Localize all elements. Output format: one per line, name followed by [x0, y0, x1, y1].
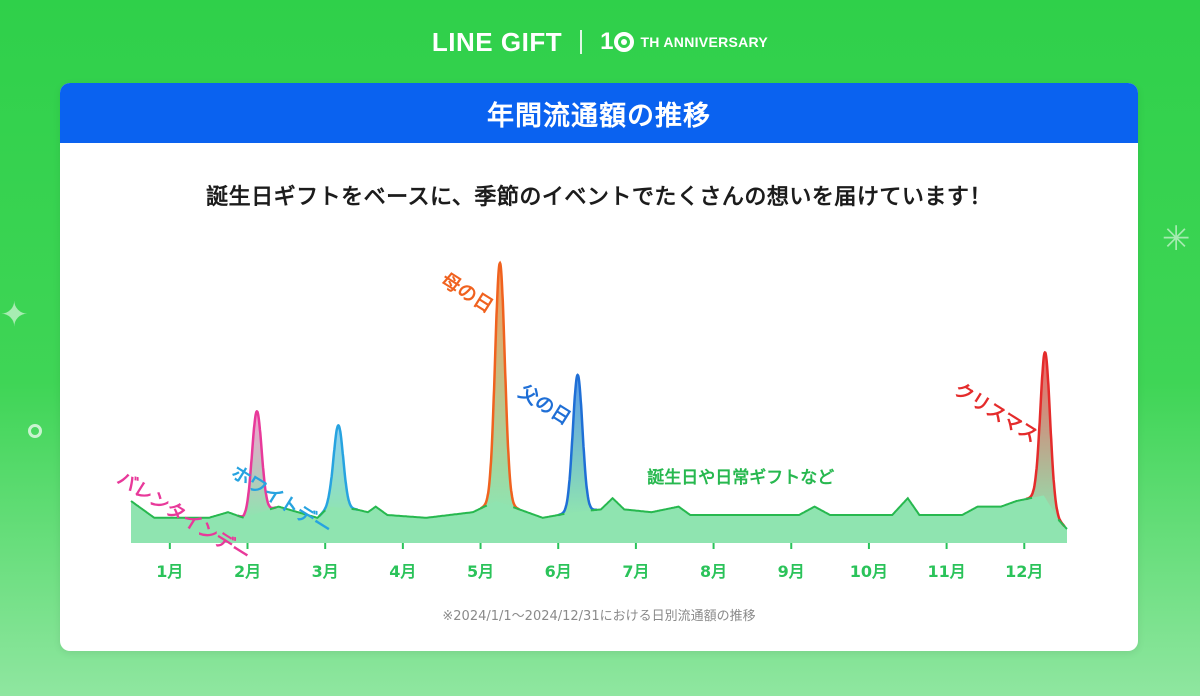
baseline-line — [269, 505, 326, 519]
x-tick-label: 8月 — [700, 562, 727, 581]
anniversary-logo: 1 TH ANNIVERSARY — [600, 28, 768, 56]
ring-decoration-icon — [28, 424, 42, 438]
x-tick-label: 2月 — [234, 562, 261, 581]
peak-label: クリスマス — [950, 378, 1042, 447]
baseline-line — [512, 506, 565, 519]
peak-label: 父の日 — [514, 380, 575, 429]
x-tick-label: 11月 — [927, 562, 965, 581]
peak-line — [318, 424, 359, 517]
x-tick-label: 10月 — [850, 562, 888, 581]
peak-area — [558, 375, 597, 515]
baseline-line — [1057, 518, 1068, 530]
peak-area — [480, 263, 520, 510]
x-tick-label: 4月 — [389, 562, 416, 581]
distribution-chart: 1月 2月 3月 4月 5月 6月 7月 8月 9月 10月 11月 12月バレンタインデーホワイトデ… — [113, 260, 1068, 581]
baseline-line — [130, 500, 244, 519]
x-tick-label: 5月 — [467, 562, 494, 581]
baseline-label: 誕生日や日常ギフトなど — [647, 467, 834, 488]
peak-area — [319, 425, 358, 517]
peak-line — [1025, 350, 1066, 528]
brand-logo: LINE GIFT — [431, 26, 563, 57]
card-title: 年間流通額の推移 — [60, 83, 1138, 143]
brand-bar: LINE GIFT 1 TH ANNIVERSARY — [0, 22, 1200, 62]
baseline-line — [590, 496, 1033, 516]
chart-footnote: ※2024/1/1〜2024/12/31における日別流通額の推移 — [442, 609, 756, 624]
peak-label: 母の日 — [437, 269, 497, 318]
x-tick-label: 7月 — [622, 562, 649, 581]
peak-area — [237, 411, 277, 518]
baseline-area — [131, 263, 1067, 543]
chart-subtitle: 誕生日ギフトをベースに、季節のイベントでたくさんの想いを届けています！ — [206, 185, 992, 210]
x-tick-label: 6月 — [545, 562, 572, 581]
sparkle-icon: ✳ — [1162, 219, 1191, 259]
x-tick-label: 12月 — [1005, 562, 1043, 581]
x-tick-label: 3月 — [312, 562, 339, 581]
peak-line — [480, 260, 520, 511]
x-tick-label: 1月 — [156, 562, 183, 581]
brand-divider — [580, 30, 583, 54]
anniversary-number: 1 — [600, 28, 614, 55]
chart-card: 年間流通額の推移 誕生日ギフトをベースに、季節のイベントでたくさんの想いを届けて… — [60, 83, 1138, 651]
baseline-line — [351, 504, 488, 519]
x-tick-label: 9月 — [778, 562, 805, 581]
anniversary-zero-icon — [614, 32, 635, 52]
peak-line — [558, 373, 597, 517]
peak-line — [237, 409, 277, 518]
anniversary-text: TH ANNIVERSARY — [640, 34, 769, 50]
sparkle-icon: ✦ — [0, 295, 29, 335]
